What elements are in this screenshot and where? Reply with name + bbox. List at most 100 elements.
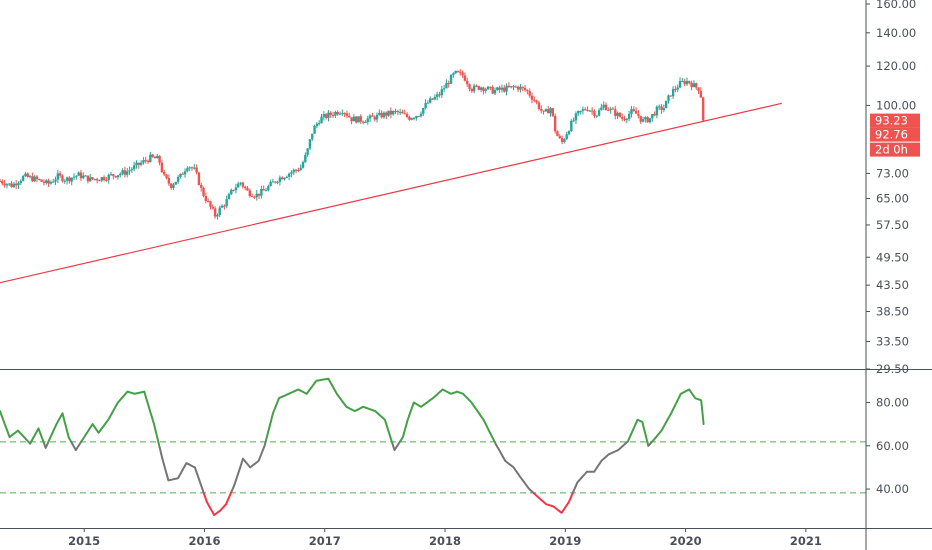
candle[interactable] [56, 169, 60, 183]
candle[interactable] [132, 161, 136, 172]
candle[interactable] [408, 115, 411, 121]
candle[interactable] [685, 77, 689, 87]
candle[interactable] [570, 119, 573, 132]
candle[interactable] [63, 179, 66, 184]
candle[interactable] [290, 170, 293, 178]
candle[interactable] [468, 83, 471, 92]
candle[interactable] [153, 155, 157, 159]
candle[interactable] [449, 73, 453, 85]
candle[interactable] [574, 111, 578, 125]
candle[interactable] [627, 110, 631, 122]
candle[interactable] [179, 173, 182, 179]
candle[interactable] [142, 157, 145, 165]
candle[interactable] [156, 153, 159, 159]
trend-line-segment[interactable] [0, 102, 782, 284]
oscillator-segment[interactable] [494, 442, 535, 495]
oscillator-segment[interactable] [651, 388, 705, 443]
candle[interactable] [311, 133, 314, 142]
candle[interactable] [158, 155, 161, 166]
candle[interactable] [123, 166, 127, 178]
candle[interactable] [218, 205, 221, 218]
candle[interactable] [181, 172, 184, 175]
oscillator-segment[interactable] [0, 410, 32, 445]
candle[interactable] [382, 111, 386, 119]
candle[interactable] [121, 168, 124, 176]
candle[interactable] [93, 178, 97, 181]
oscillator-segment[interactable] [158, 446, 205, 495]
candle[interactable] [424, 99, 427, 110]
candle[interactable] [658, 104, 661, 110]
candle[interactable] [405, 112, 409, 119]
candle[interactable] [0, 178, 2, 182]
candle[interactable] [440, 85, 443, 99]
candle[interactable] [278, 175, 282, 186]
candle[interactable] [544, 108, 548, 112]
candle[interactable] [660, 104, 663, 114]
candle[interactable] [563, 138, 566, 144]
oscillator-axis[interactable]: 80.00 60.00 40.00 [866, 395, 909, 496]
candle[interactable] [637, 110, 640, 119]
candle[interactable] [241, 181, 245, 189]
candle[interactable] [373, 115, 376, 122]
candle[interactable] [512, 84, 515, 91]
candle[interactable] [297, 167, 300, 172]
candle[interactable] [678, 77, 682, 88]
candle[interactable] [188, 166, 191, 172]
candle[interactable] [116, 175, 120, 180]
candle[interactable] [10, 180, 13, 188]
candle[interactable] [102, 175, 106, 182]
candle[interactable] [415, 115, 418, 121]
candle[interactable] [308, 139, 312, 151]
candle[interactable] [695, 82, 698, 90]
candle[interactable] [433, 94, 437, 101]
candle[interactable] [119, 172, 122, 178]
candle[interactable] [213, 206, 217, 219]
candle[interactable] [396, 109, 400, 116]
candle[interactable] [317, 120, 321, 126]
candle[interactable] [169, 182, 173, 190]
candle[interactable] [225, 195, 228, 208]
candle[interactable] [496, 86, 499, 91]
candle[interactable] [607, 107, 610, 112]
candle[interactable] [688, 80, 691, 85]
candle[interactable] [77, 171, 80, 176]
candle[interactable] [454, 70, 457, 75]
candle[interactable] [426, 100, 430, 104]
candle[interactable] [287, 172, 291, 181]
candle[interactable] [609, 106, 612, 114]
candle[interactable] [556, 130, 559, 137]
candle[interactable] [98, 179, 101, 182]
candle[interactable] [262, 185, 265, 191]
candle[interactable] [206, 198, 210, 203]
candle[interactable] [579, 110, 582, 115]
candle[interactable] [572, 117, 575, 122]
candle[interactable] [611, 106, 615, 110]
candle[interactable] [82, 172, 85, 180]
candle[interactable] [588, 109, 592, 112]
candle[interactable] [470, 87, 474, 93]
candle[interactable] [12, 181, 16, 188]
candle[interactable] [463, 72, 467, 82]
candle[interactable] [313, 124, 316, 134]
candle[interactable] [602, 101, 605, 110]
candle[interactable] [1, 179, 4, 186]
candle[interactable] [368, 114, 372, 122]
oscillator-segment[interactable] [230, 439, 267, 493]
candle[interactable] [595, 115, 598, 118]
candle[interactable] [209, 200, 212, 210]
candle[interactable] [621, 113, 624, 122]
candle[interactable] [232, 189, 235, 192]
candle[interactable] [47, 178, 50, 187]
candle[interactable] [535, 99, 538, 105]
candle[interactable] [42, 179, 46, 186]
candle[interactable] [375, 112, 379, 123]
candle[interactable] [176, 175, 180, 185]
candle[interactable] [345, 110, 349, 119]
candle[interactable] [422, 107, 425, 117]
oscillator-segment[interactable] [265, 377, 394, 446]
candle[interactable] [565, 131, 568, 140]
candle[interactable] [149, 152, 152, 163]
candle[interactable] [204, 192, 208, 204]
candle[interactable] [322, 111, 326, 121]
candle[interactable] [137, 162, 140, 169]
